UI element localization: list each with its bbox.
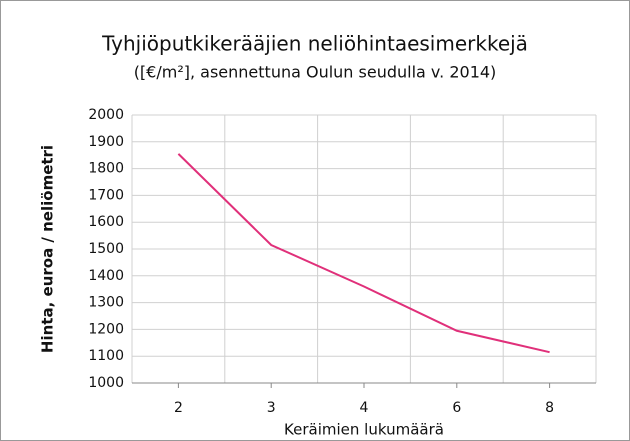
x-tick-label: 4	[360, 400, 369, 416]
x-tick-label: 6	[452, 400, 461, 416]
y-tick-label: 1100	[88, 348, 124, 364]
y-tick-label: 1800	[88, 161, 124, 177]
x-tick-label: 2	[174, 400, 183, 416]
y-tick-label: 2000	[88, 107, 124, 123]
y-axis-label: Hinta, euroa / neliömetri	[39, 145, 57, 353]
y-tick-label: 1000	[88, 375, 124, 391]
y-tick-label: 1700	[88, 187, 124, 203]
x-axis-label: Keräimien lukumäärä	[284, 421, 444, 439]
x-tick-label: 3	[267, 400, 276, 416]
y-tick-label: 1600	[88, 214, 124, 230]
chart-subtitle: ([€/m²], asennettuna Oulun seudulla v. 2…	[134, 63, 497, 82]
y-tick-label: 1300	[88, 295, 124, 311]
chart-title: Tyhjiöputkikerääjien neliöhintaesimerkke…	[101, 32, 528, 56]
y-tick-label: 1500	[88, 241, 124, 257]
line-series	[177, 153, 550, 354]
y-tick-label: 1400	[88, 268, 124, 284]
y-tick-label: 1900	[88, 134, 124, 150]
x-tick-label: 8	[545, 400, 554, 416]
y-tick-label: 1200	[88, 321, 124, 337]
